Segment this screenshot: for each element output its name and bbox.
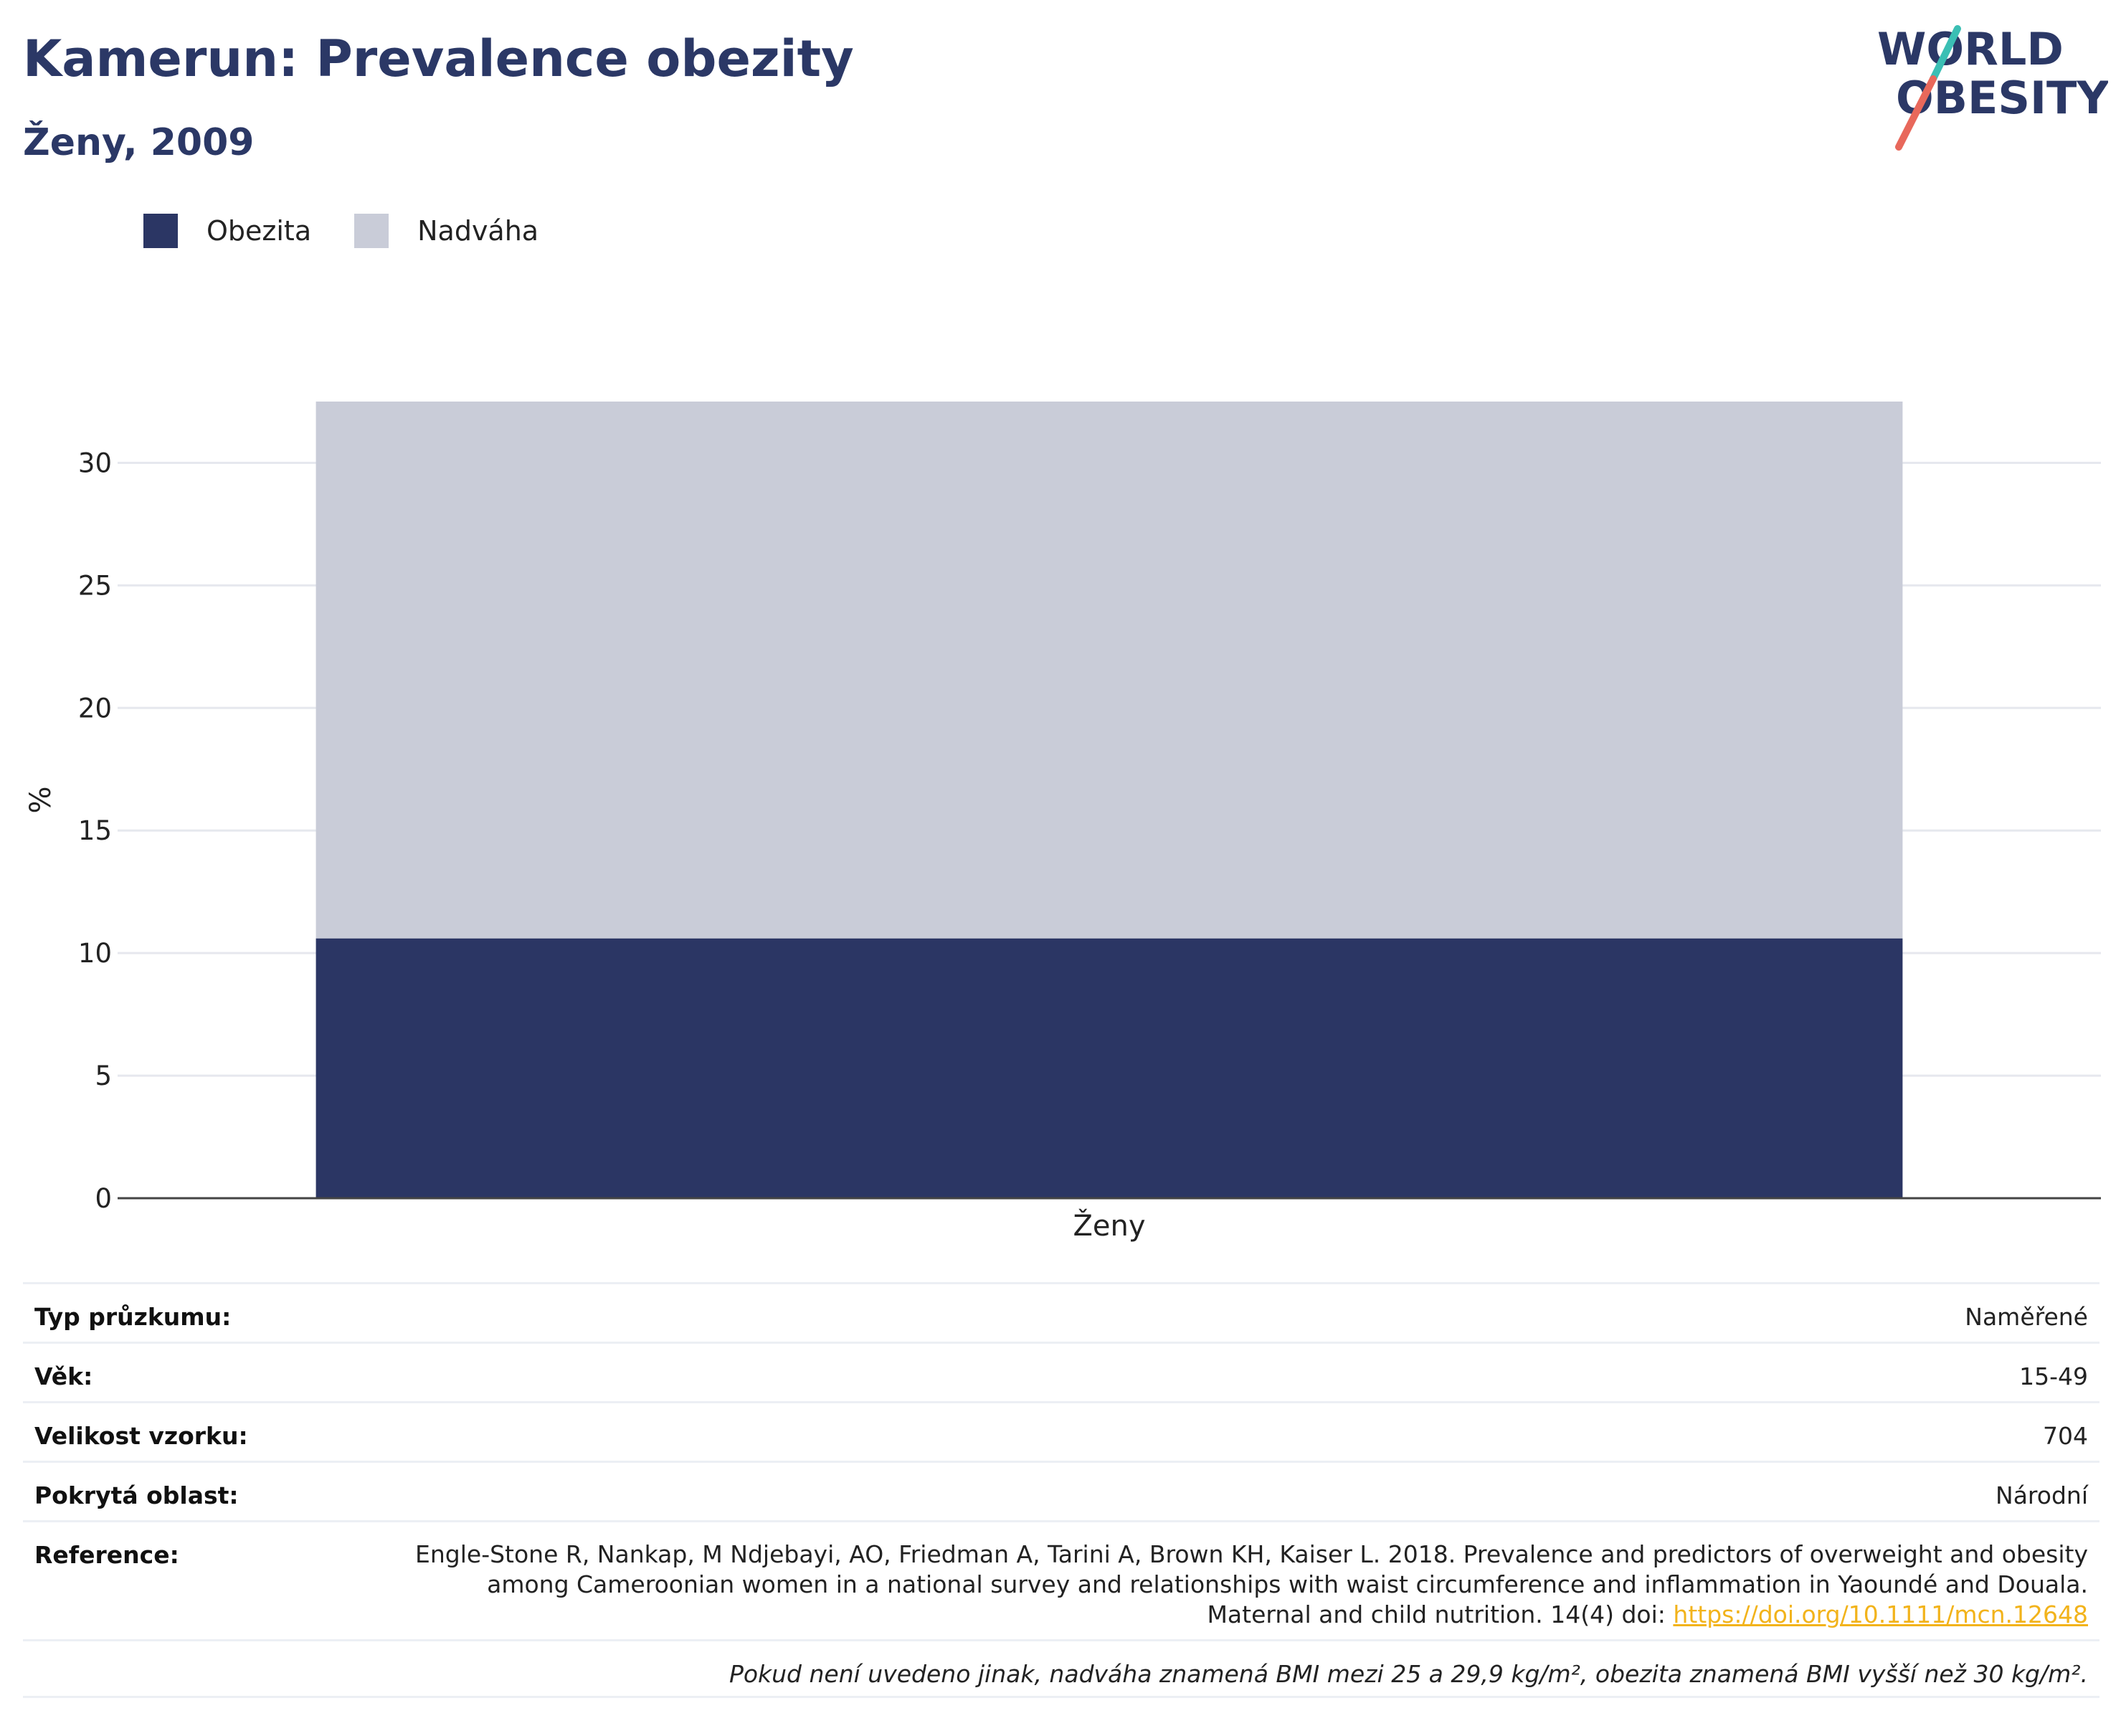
reference-value: Engle-Stone R, Nankap, M Ndjebayi, AO, F…: [403, 1522, 2088, 1630]
area-value: Národní: [1996, 1481, 2088, 1509]
y-tick-label-25: 25: [78, 570, 112, 601]
sample-size-value: 704: [2043, 1422, 2088, 1450]
logo-line1: WORLD: [1877, 23, 2064, 75]
chart-subtitle: Ženy, 2009: [23, 121, 255, 164]
legend-item-nadvaha[interactable]: Nadváha: [354, 214, 538, 248]
sample-size-label: Velikost vzorku:: [34, 1422, 248, 1450]
world-obesity-logo: WORLD OBESITY: [1877, 23, 2108, 151]
legend-item-obezita[interactable]: Obezita: [143, 214, 311, 248]
area-label: Pokrytá oblast:: [34, 1481, 239, 1509]
info-row-reference: Reference: Engle-Stone R, Nankap, M Ndje…: [23, 1520, 2099, 1639]
legend: Obezita Nadváha: [143, 214, 582, 248]
bar-nadvaha-0: [315, 402, 1903, 939]
info-row-note: Pokud není uvedeno jinak, nadváha znamen…: [23, 1639, 2099, 1698]
legend-swatch-obezita: [143, 214, 178, 248]
chart-title: Kamerun: Prevalence obezity: [23, 29, 854, 88]
info-row-survey-type: Typ průzkumu: Naměřené: [23, 1282, 2099, 1342]
bar-obezita-0: [315, 938, 1903, 1198]
definition-note: Pokud není uvedeno jinak, nadváha znamen…: [729, 1660, 2088, 1688]
survey-type-value: Naměřené: [1965, 1303, 2088, 1331]
survey-type-label: Typ průzkumu:: [34, 1303, 232, 1331]
survey-info-table: Typ průzkumu: Naměřené Věk: 15-49 Veliko…: [23, 1282, 2099, 1698]
info-row-sample-size: Velikost vzorku: 704: [23, 1401, 2099, 1461]
info-row-age: Věk: 15-49: [23, 1342, 2099, 1401]
age-value: 15-49: [2019, 1362, 2088, 1390]
y-tick-label-0: 0: [95, 1183, 112, 1214]
y-tick-label-5: 5: [95, 1061, 112, 1091]
bar-chart: 0 5 10 15 20 25 30% Ženy: [24, 402, 2101, 1243]
y-tick-label-15: 15: [78, 815, 112, 846]
y-tick-label-10: 10: [78, 938, 112, 969]
reference-text: Engle-Stone R, Nankap, M Ndjebayi, AO, F…: [415, 1540, 2088, 1628]
info-row-area: Pokrytá oblast: Národní: [23, 1461, 2099, 1520]
y-axis-label: %: [24, 786, 57, 813]
reference-label: Reference:: [34, 1541, 179, 1569]
y-tick-label-20: 20: [78, 693, 112, 724]
y-tick-label-30: 30: [78, 447, 112, 478]
legend-swatch-nadvaha: [354, 214, 389, 248]
x-tick-label-0: Ženy: [1073, 1208, 1145, 1243]
age-label: Věk:: [34, 1362, 93, 1390]
reference-doi-link[interactable]: https://doi.org/10.1111/mcn.12648: [1673, 1600, 2088, 1628]
logo-line2: OBESITY: [1896, 72, 2108, 124]
legend-label-nadvaha: Nadváha: [417, 215, 539, 247]
legend-label-obezita: Obezita: [207, 215, 312, 247]
